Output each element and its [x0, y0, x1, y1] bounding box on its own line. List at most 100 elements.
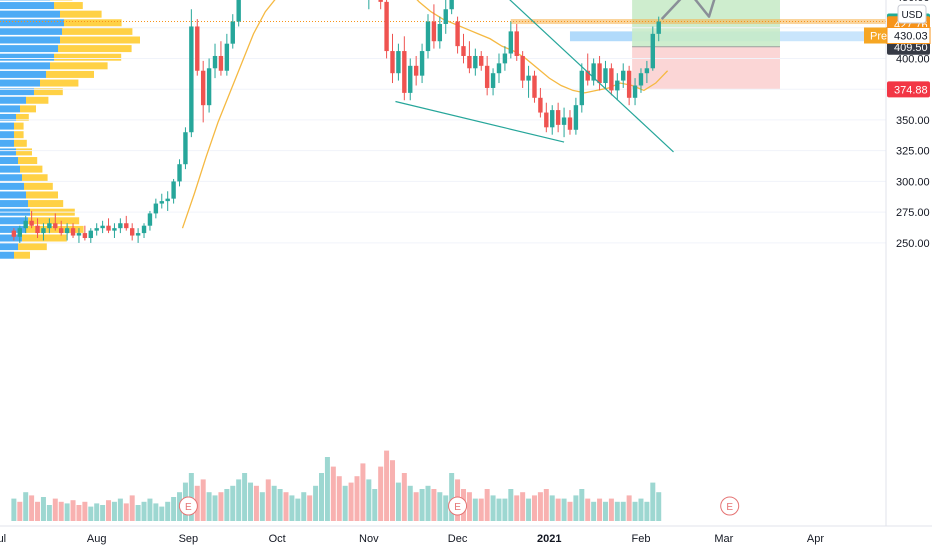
- candle-body: [579, 70, 585, 106]
- volume-bar: [58, 501, 64, 521]
- candle-body: [35, 225, 40, 234]
- candle-body: [544, 112, 549, 128]
- vp-bar-yellow: [20, 105, 36, 113]
- candle-body: [514, 31, 519, 56]
- candle-body: [171, 181, 176, 199]
- volume-bar: [401, 473, 407, 521]
- volume-bar: [106, 500, 112, 521]
- vp-bar-blue: [0, 174, 22, 182]
- volume-bar: [277, 489, 283, 521]
- volume-bar: [348, 482, 354, 521]
- volume-bar: [437, 492, 443, 521]
- volume-bar: [64, 503, 70, 521]
- volume-bar: [372, 489, 378, 521]
- volume-bar: [378, 466, 384, 521]
- candle-body: [591, 63, 596, 81]
- volume-bar: [484, 489, 490, 521]
- volume-bar: [608, 498, 614, 521]
- volume-bar: [543, 489, 549, 521]
- candle-body: [118, 223, 123, 229]
- candle-body: [378, 0, 383, 2]
- candle-body: [135, 233, 141, 236]
- candle-body: [597, 63, 602, 84]
- candle-body: [147, 213, 153, 226]
- candle-body: [615, 80, 620, 91]
- candle-body: [141, 225, 147, 234]
- candle-body: [64, 228, 70, 234]
- candle-body: [23, 220, 28, 229]
- candle-body: [473, 55, 478, 69]
- candle-body: [520, 55, 525, 81]
- vp-bar-yellow: [14, 131, 24, 139]
- candle-body: [153, 203, 159, 214]
- candle-body: [502, 53, 508, 64]
- volume-bar: [650, 482, 656, 521]
- volume-bar: [129, 495, 135, 521]
- candlesticks: [11, 0, 661, 243]
- volume-bar: [46, 505, 52, 521]
- candle-body: [88, 230, 93, 239]
- candle-body: [82, 233, 88, 239]
- volume-bar: [561, 498, 567, 521]
- vp-bar-yellow: [16, 148, 32, 156]
- volume-bar: [354, 476, 360, 521]
- vp-bar-blue: [0, 36, 60, 44]
- vp-bar-blue: [0, 105, 20, 113]
- vp-bar-yellow: [62, 27, 133, 35]
- candle-body: [159, 201, 164, 204]
- currency-badge[interactable]: USD: [897, 4, 927, 24]
- volume-bar: [324, 457, 330, 521]
- vp-bar-blue: [0, 131, 14, 139]
- candle-body: [650, 33, 656, 69]
- candle-body: [218, 55, 224, 71]
- volume-bar: [159, 506, 165, 521]
- vp-bar-yellow: [26, 191, 58, 199]
- volume-bar: [76, 505, 82, 521]
- time-axis[interactable]: Jul Aug Sep Oct Nov Dec 2021 Feb Mar Apr: [0, 533, 824, 545]
- volume-bar: [230, 485, 236, 521]
- candle-body: [189, 26, 194, 133]
- candle-body: [550, 110, 555, 128]
- candle-body: [532, 75, 537, 98]
- volume-bar: [638, 498, 644, 521]
- volume-bar: [419, 489, 425, 521]
- horizontal-levels[interactable]: [0, 0, 886, 244]
- earnings-marker: [448, 496, 468, 516]
- vp-bar-blue: [0, 27, 62, 35]
- volume-bar: [242, 473, 248, 521]
- price-label: 409.50: [894, 42, 928, 54]
- candle-body: [467, 55, 472, 69]
- volume-bar: [100, 505, 106, 521]
- candle-body: [402, 51, 407, 93]
- trendlines[interactable]: [322, 0, 674, 153]
- volume-bar: [567, 501, 573, 521]
- candle-body: [47, 223, 52, 229]
- candle-body: [384, 1, 389, 52]
- vp-bar-blue: [0, 157, 18, 165]
- volume-bar: [585, 498, 591, 521]
- candle-body: [390, 51, 395, 74]
- vp-bar-blue: [0, 96, 26, 104]
- vp-bar-yellow: [20, 165, 43, 173]
- time-tick: Nov: [359, 533, 379, 545]
- vp-bar-yellow: [46, 70, 94, 78]
- vp-bar-blue: [0, 62, 50, 70]
- vp-bar-blue: [0, 200, 28, 208]
- vp-bar-yellow: [60, 36, 140, 44]
- volume-bar: [330, 466, 336, 521]
- volume-bar: [259, 492, 265, 521]
- volume-bar: [153, 503, 159, 521]
- earnings-label: E: [185, 502, 192, 513]
- vp-bar-blue: [0, 225, 26, 233]
- trendline: [395, 100, 565, 143]
- vp-bar-yellow: [58, 45, 132, 53]
- volume-bar: [17, 501, 23, 521]
- vp-bar-blue: [0, 10, 60, 18]
- vp-bar-blue: [0, 139, 14, 147]
- candle-body: [603, 68, 608, 84]
- trendline: [509, 0, 674, 153]
- vp-bar-yellow: [40, 79, 79, 87]
- candle-body: [461, 46, 466, 56]
